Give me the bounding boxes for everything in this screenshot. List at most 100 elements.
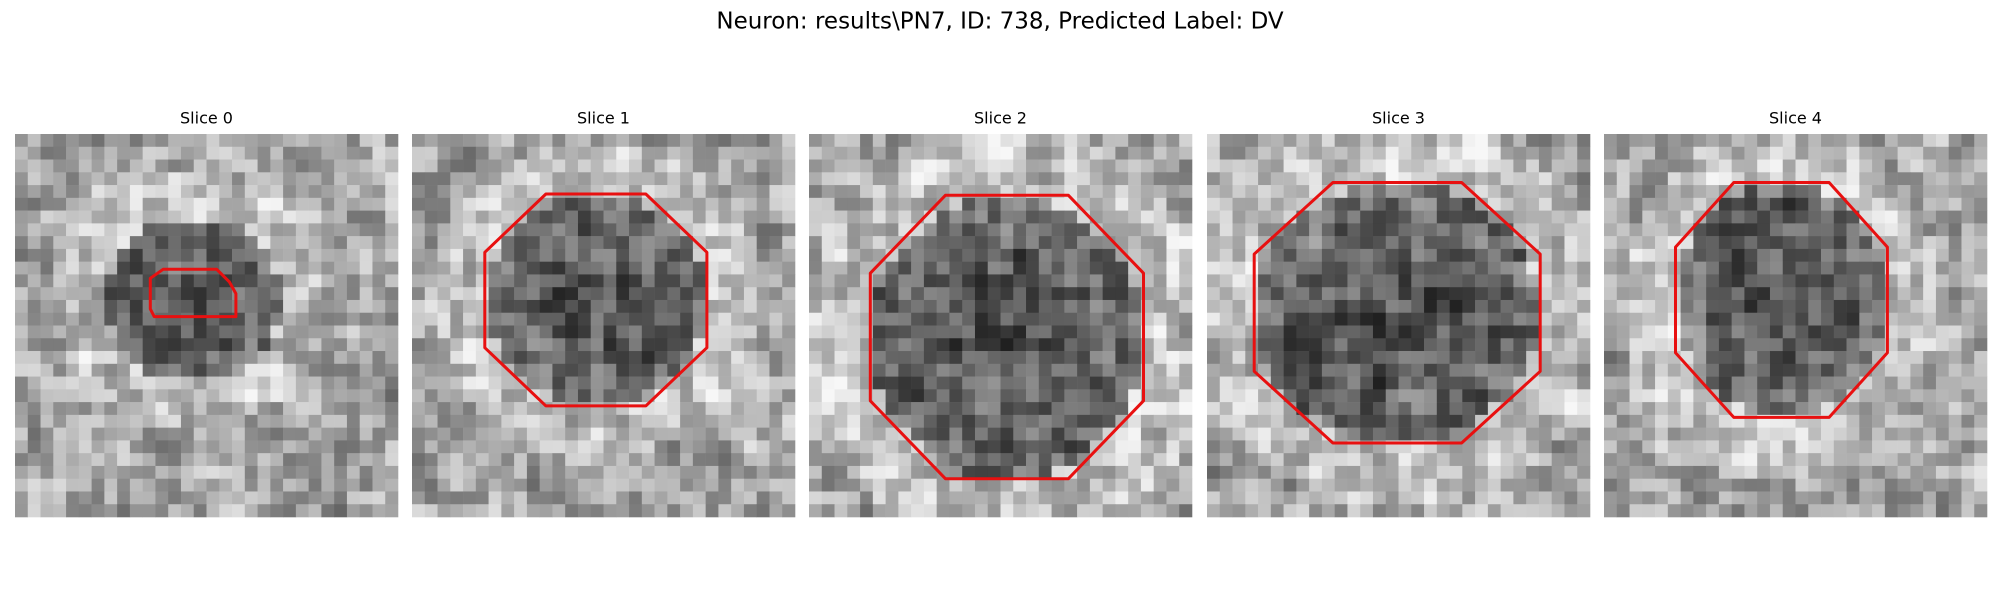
pixel: [1948, 427, 1962, 441]
pixel: [1551, 236, 1565, 250]
pixel: [680, 236, 694, 250]
pixel: [1616, 261, 1630, 275]
pixel: [821, 185, 835, 199]
pixel: [1897, 338, 1911, 352]
pixel: [1424, 274, 1438, 288]
pixel: [1974, 351, 1988, 365]
pixel: [1655, 465, 1669, 479]
pixel: [1089, 478, 1103, 492]
pixel: [1334, 491, 1348, 505]
pixel: [1089, 185, 1103, 199]
pixel: [437, 465, 451, 479]
pixel: [603, 440, 617, 454]
pixel: [1526, 440, 1540, 454]
pixel: [1551, 491, 1565, 505]
pixel: [1551, 440, 1565, 454]
pixel: [40, 185, 54, 199]
pixel: [1795, 453, 1809, 467]
pixel: [270, 402, 284, 416]
pixel: [756, 134, 770, 148]
pixel: [885, 427, 899, 441]
pixel: [641, 427, 655, 441]
pixel: [1655, 210, 1669, 224]
pixel: [987, 172, 1001, 186]
pixel: [514, 223, 528, 237]
pixel: [1013, 274, 1027, 288]
pixel: [1089, 440, 1103, 454]
pixel: [1706, 210, 1720, 224]
pixel: [1207, 159, 1221, 173]
pixel: [180, 402, 195, 416]
pixel: [1013, 159, 1027, 173]
pixel: [1334, 236, 1348, 250]
pixel: [616, 134, 630, 148]
pixel: [501, 389, 515, 403]
pixel: [129, 172, 143, 186]
pixel: [923, 427, 937, 441]
pixel: [1551, 172, 1565, 186]
pixel: [860, 159, 874, 173]
pixel: [501, 210, 515, 224]
pixel: [424, 197, 438, 211]
pixel: [1642, 223, 1656, 237]
pixel: [1616, 465, 1630, 479]
pixel: [756, 440, 770, 454]
pixel: [705, 134, 719, 148]
pixel: [1564, 236, 1578, 250]
pixel: [1821, 504, 1835, 518]
pixel: [283, 325, 297, 339]
pixel: [346, 261, 360, 275]
pixel: [1833, 351, 1847, 365]
pixel: [1961, 376, 1975, 390]
pixel: [692, 414, 706, 428]
pixel: [1706, 465, 1720, 479]
pixel: [1706, 172, 1720, 186]
pixel: [1538, 312, 1552, 326]
pixel: [1179, 465, 1193, 479]
pixel: [1538, 299, 1552, 314]
pixel: [1821, 338, 1835, 352]
pixel: [1207, 504, 1221, 518]
pixel: [731, 146, 745, 160]
pixel: [756, 299, 770, 314]
pixel: [1077, 389, 1091, 403]
pixel: [936, 223, 950, 237]
pixel: [437, 363, 451, 377]
pixel: [731, 363, 745, 377]
pixel: [821, 159, 835, 173]
pixel: [412, 248, 426, 262]
pixel: [1577, 185, 1591, 199]
pixel: [1642, 351, 1656, 365]
pixel: [15, 402, 29, 416]
pixel: [1245, 453, 1259, 467]
pixel: [1718, 312, 1732, 326]
pixel: [450, 504, 464, 518]
pixel: [923, 261, 937, 275]
pixel: [1629, 478, 1643, 492]
pixel: [590, 159, 604, 173]
pixel: [629, 172, 643, 186]
pixel: [1859, 465, 1873, 479]
pixel: [552, 223, 566, 237]
pixel: [1551, 274, 1565, 288]
pixel: [463, 159, 477, 173]
pixel: [911, 491, 925, 505]
pixel: [590, 197, 604, 211]
pixel: [756, 223, 770, 237]
pixel: [974, 287, 989, 301]
pixel: [1102, 325, 1116, 339]
pixel: [1642, 325, 1656, 339]
pixel: [1655, 325, 1669, 339]
pixel: [1000, 236, 1014, 250]
pixel: [40, 478, 54, 492]
pixel: [321, 172, 335, 186]
pixel: [66, 185, 80, 199]
pixel: [654, 146, 668, 160]
pixel: [1500, 478, 1514, 492]
pixel: [1000, 223, 1014, 237]
pixel: [412, 325, 426, 339]
pixel: [705, 299, 719, 314]
pixel: [526, 478, 540, 492]
pixel: [1551, 134, 1565, 148]
pixel: [526, 376, 540, 390]
